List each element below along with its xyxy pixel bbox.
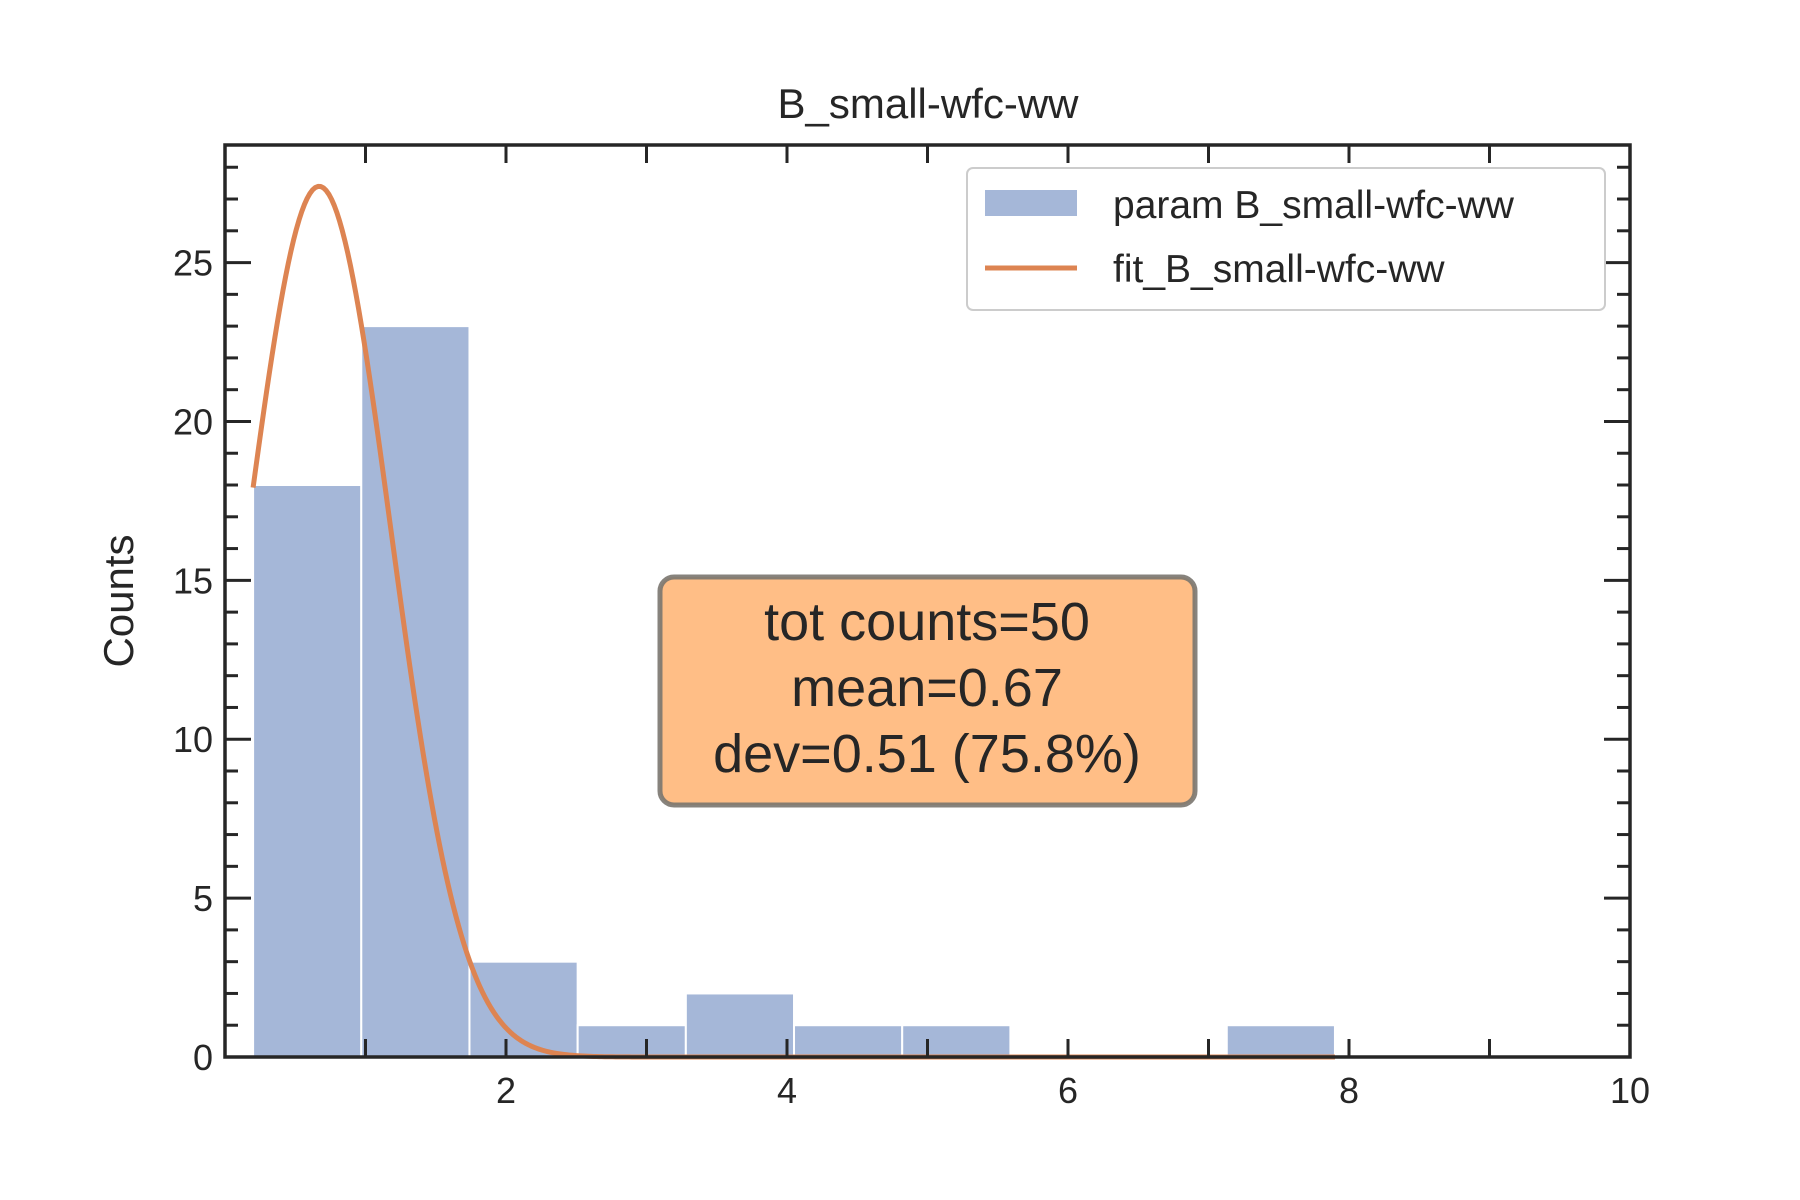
legend: param B_small-wfc-ww fit_B_small-wfc-ww (966, 167, 1606, 311)
legend-label-fit: fit_B_small-wfc-ww (1113, 248, 1445, 291)
y-tick-label: 15 (173, 560, 213, 601)
y-tick-label: 5 (193, 878, 213, 919)
x-tick-label: 10 (1610, 1070, 1650, 1111)
axis-ticks (225, 145, 1630, 1057)
histogram-bar (1225, 1024, 1336, 1059)
stats-line-total: tot counts=50 (764, 592, 1090, 652)
stats-line-mean: mean=0.67 (791, 658, 1063, 718)
legend-label-histogram: param B_small-wfc-ww (1113, 184, 1515, 227)
histogram-bar (252, 484, 363, 1059)
stats-box (657, 574, 1198, 808)
y-tick-label: 0 (193, 1037, 213, 1078)
y-tick-labels: 0 5 10 15 20 25 (173, 243, 213, 1078)
stats-line-dev: dev=0.51 (75.8%) (713, 724, 1141, 784)
x-tick-label: 8 (1339, 1070, 1359, 1111)
y-axis-label: Counts (95, 534, 142, 667)
x-tick-label: 6 (1058, 1070, 1078, 1111)
chart-title: B_small-wfc-ww (777, 80, 1079, 127)
histogram-bar (901, 1024, 1012, 1059)
histogram-bar (576, 1024, 687, 1059)
y-tick-label: 10 (173, 719, 213, 760)
x-tick-label: 2 (496, 1070, 516, 1111)
legend-bar-swatch (985, 190, 1077, 216)
legend-box (966, 167, 1606, 311)
y-tick-label: 20 (173, 401, 213, 442)
stats-annotation: tot counts=50 mean=0.67 dev=0.51 (75.8%) (657, 574, 1198, 808)
x-tick-label: 4 (777, 1070, 797, 1111)
x-tick-labels: 2 4 6 8 10 (496, 1070, 1650, 1111)
histogram-bar (684, 992, 796, 1058)
y-tick-label: 25 (173, 243, 213, 284)
histogram-bar (793, 1024, 904, 1059)
